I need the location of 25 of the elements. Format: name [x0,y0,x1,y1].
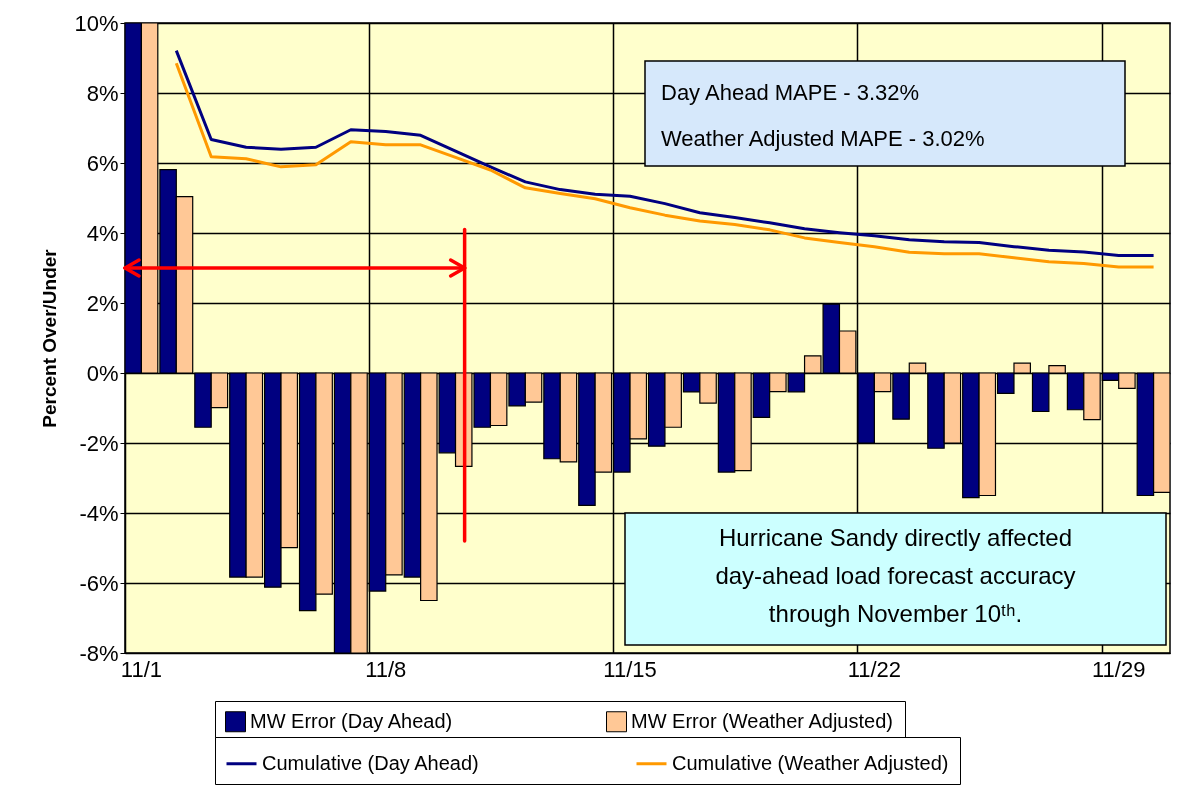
x-tick-label: 11/22 [847,656,902,682]
legend-label: Cumulative (Day Ahead) [262,751,479,774]
y-tick-label: 10% [74,10,119,36]
y-tick-label: -4% [79,500,119,526]
annotation: Weather Adjusted MAPE - 3.02% [661,126,985,151]
legend-label: MW Error (Weather Adjusted) [631,709,893,732]
x-tick-label: 11/1 [120,656,162,682]
y-tick-label: -2% [79,430,119,456]
y-tick-label: 6% [86,150,119,176]
y-tick-label: -8% [79,640,119,666]
x-tick-label: 11/29 [1091,656,1146,682]
annotation: Hurricane Sandy directly affected [718,524,1073,551]
y-tick-label: -6% [79,570,119,596]
annotation: through November 10ᵗʰ. [768,600,1023,627]
x-tick-label: 11/8 [365,656,407,682]
annotation: day-ahead load forecast accuracy [715,562,1076,589]
y-tick-label: 0% [86,360,119,386]
legend-label: MW Error (Day Ahead) [250,709,453,732]
y-axis-title: Percent Over/Under [39,248,61,428]
legend-label: Cumulative (Weather Adjusted) [672,751,949,774]
x-tick-label: 11/15 [603,656,657,682]
y-tick-label: 4% [86,220,119,246]
annotation: Day Ahead MAPE - 3.32% [661,80,920,105]
y-tick-label: 2% [86,290,119,316]
y-tick-label: 8% [86,80,119,106]
